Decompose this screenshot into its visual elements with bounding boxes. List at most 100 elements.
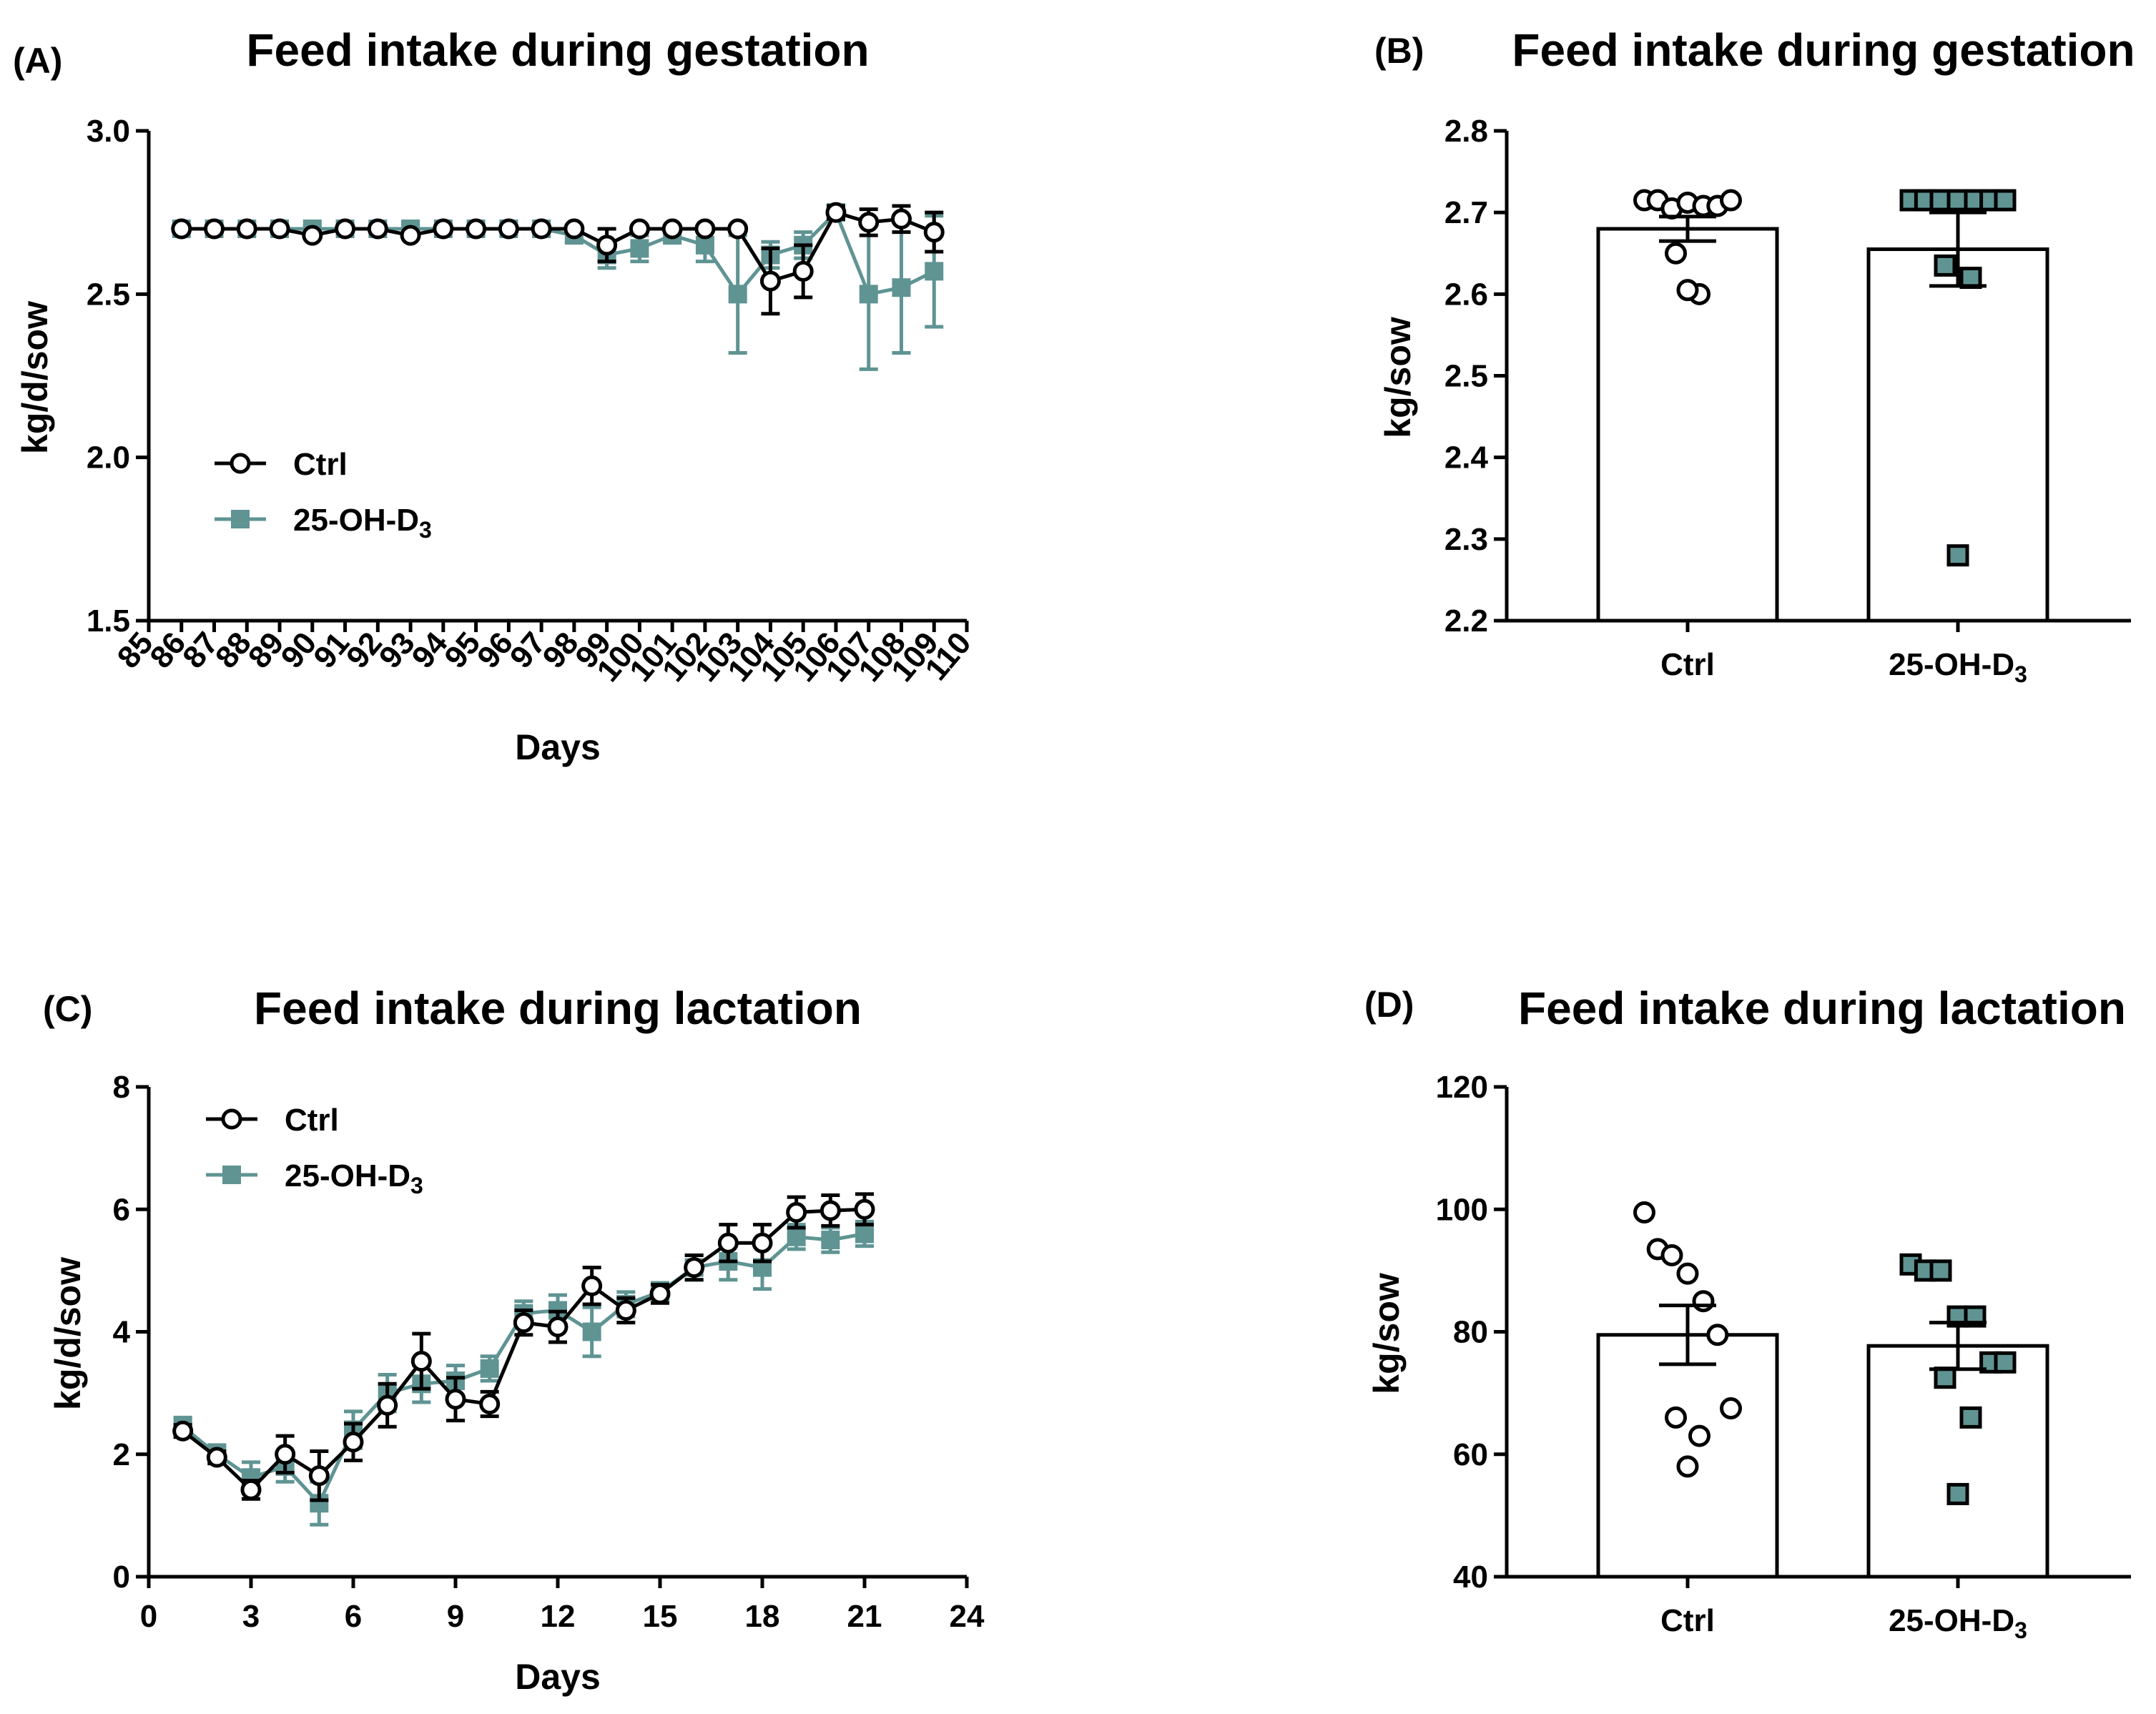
panel-a-title: Feed intake during gestation — [246, 24, 869, 76]
data-point-ctrl — [498, 218, 519, 240]
y-tick-label: 2 — [113, 1437, 130, 1472]
data-point-ctrl — [445, 1389, 466, 1410]
x-tick-label: 18 — [745, 1599, 780, 1634]
x-tick-label: 3 — [242, 1599, 260, 1634]
panel-d-plot: 40 60 80 100 120 Ctrl 25-OH-D3 — [1436, 1070, 2131, 1643]
data-point-treatment — [582, 1322, 601, 1341]
individual-point-ctrl — [1692, 1290, 1715, 1313]
data-point-ctrl — [531, 218, 552, 240]
category-label: 25-OH-D3 — [1889, 647, 2027, 687]
data-point-ctrl — [377, 1394, 398, 1416]
data-point-ctrl — [727, 218, 749, 240]
legend-label-ctrl: Ctrl — [293, 447, 348, 482]
data-point-ctrl — [684, 1257, 705, 1279]
data-point-ctrl — [759, 270, 781, 292]
series-ctrl — [171, 202, 945, 316]
legend: Ctrl 25-OH-D3 — [215, 447, 432, 543]
y-tick-label: 2.8 — [1444, 114, 1488, 149]
panel-a-xlabel: Days — [515, 727, 601, 767]
individual-point-ctrl — [1633, 1201, 1655, 1224]
individual-point-ctrl — [1688, 1424, 1710, 1447]
data-point-ctrl — [335, 218, 356, 240]
data-point-ctrl — [367, 218, 388, 240]
x-tick-label: 24 — [950, 1599, 985, 1634]
panel-c-ylabel: kg/d/sow — [48, 1257, 88, 1410]
legend-label-treatment: 25-OH-D3 — [293, 503, 432, 543]
data-point-treatment — [222, 1166, 241, 1184]
data-point-ctrl — [661, 218, 683, 240]
data-point-ctrl — [206, 1447, 227, 1468]
y-tick-label: 2.7 — [1444, 195, 1488, 230]
data-point-ctrl — [890, 208, 912, 230]
data-point-ctrl — [172, 1420, 194, 1442]
data-point-treatment — [728, 285, 747, 304]
panel-c-title: Feed intake during lactation — [254, 982, 862, 1034]
y-tick-label: 3.0 — [87, 114, 130, 149]
panel-b: (B) Feed intake during gestation kg/sow … — [1374, 24, 2135, 687]
individual-point-ctrl — [1665, 1406, 1687, 1429]
data-point-treatment — [231, 510, 250, 528]
data-point-ctrl — [563, 218, 585, 240]
individual-point-ctrl — [1676, 279, 1699, 302]
legend-label-treatment: 25-OH-D3 — [285, 1158, 423, 1198]
category-label: 25-OH-D3 — [1889, 1603, 2027, 1643]
data-point-ctrl — [308, 1465, 330, 1487]
y-tick-label: 6 — [113, 1192, 130, 1227]
panel-c-label: (C) — [43, 989, 92, 1029]
individual-point-ctrl — [1676, 1455, 1699, 1478]
individual-point-treatment — [1994, 189, 2017, 212]
panel-c-xlabel: Days — [515, 1657, 601, 1697]
y-tick-label: 60 — [1453, 1437, 1488, 1472]
y-tick-label: 2.4 — [1444, 440, 1489, 476]
data-point-ctrl — [717, 1232, 739, 1254]
category-label: Ctrl — [1660, 1603, 1715, 1638]
data-point-ctrl — [171, 218, 192, 240]
data-point-treatment — [821, 1231, 840, 1250]
panel-b-plot: 2.2 2.3 2.4 2.5 2.6 2.7 2.8 Ctrl 25-OH-D3 — [1444, 114, 2131, 687]
data-point-ctrl — [275, 1444, 296, 1465]
data-point-ctrl — [825, 202, 847, 223]
data-point-ctrl — [792, 260, 814, 282]
y-tick-label: 1.5 — [87, 604, 130, 639]
individual-point-treatment — [1946, 544, 1969, 567]
data-point-ctrl — [629, 218, 650, 240]
y-tick-label: 2.2 — [1444, 604, 1488, 639]
y-tick-label: 4 — [113, 1315, 131, 1350]
data-point-treatment — [925, 262, 944, 281]
y-tick-label: 80 — [1453, 1315, 1488, 1350]
panel-b-ylabel: kg/sow — [1378, 317, 1418, 438]
data-point-ctrl — [854, 1198, 875, 1220]
data-point-ctrl — [240, 1479, 262, 1500]
data-point-ctrl — [433, 218, 454, 240]
x-tick-label: 21 — [847, 1599, 882, 1634]
data-point-ctrl — [649, 1283, 671, 1304]
individual-point-ctrl — [1665, 242, 1687, 265]
data-point-treatment — [695, 235, 714, 255]
series-ctrl — [172, 1192, 875, 1502]
data-point-ctrl — [204, 218, 225, 240]
y-tick-label: 8 — [113, 1070, 130, 1105]
panel-d-ylabel: kg/sow — [1367, 1273, 1407, 1394]
legend-label-ctrl: Ctrl — [285, 1103, 339, 1138]
x-tick-label: 12 — [541, 1599, 576, 1634]
individual-point-treatment — [1929, 1259, 1952, 1282]
x-tick-label: 6 — [345, 1599, 362, 1634]
data-point-ctrl — [858, 212, 880, 233]
panel-c: (C) Feed intake during lactation Days kg… — [43, 982, 985, 1697]
individual-point-treatment — [1959, 1406, 1982, 1429]
individual-point-treatment — [1994, 1351, 2017, 1374]
individual-point-treatment — [1946, 1482, 1969, 1505]
data-point-ctrl — [819, 1200, 841, 1221]
panel-b-label: (B) — [1374, 31, 1424, 71]
y-tick-label: 120 — [1436, 1070, 1488, 1105]
y-tick-label: 2.0 — [87, 440, 130, 476]
panel-a-ylabel: kg/d/sow — [15, 301, 55, 454]
y-tick-label: 2.6 — [1444, 277, 1488, 312]
data-point-ctrl — [694, 218, 716, 240]
panel-d-label: (D) — [1364, 985, 1414, 1025]
panel-a-plot: 1.52.02.53.08586878889909192939495969798… — [87, 114, 978, 689]
data-point-ctrl — [400, 225, 421, 246]
data-point-ctrl — [596, 235, 618, 256]
x-tick-label: 0 — [140, 1599, 157, 1634]
